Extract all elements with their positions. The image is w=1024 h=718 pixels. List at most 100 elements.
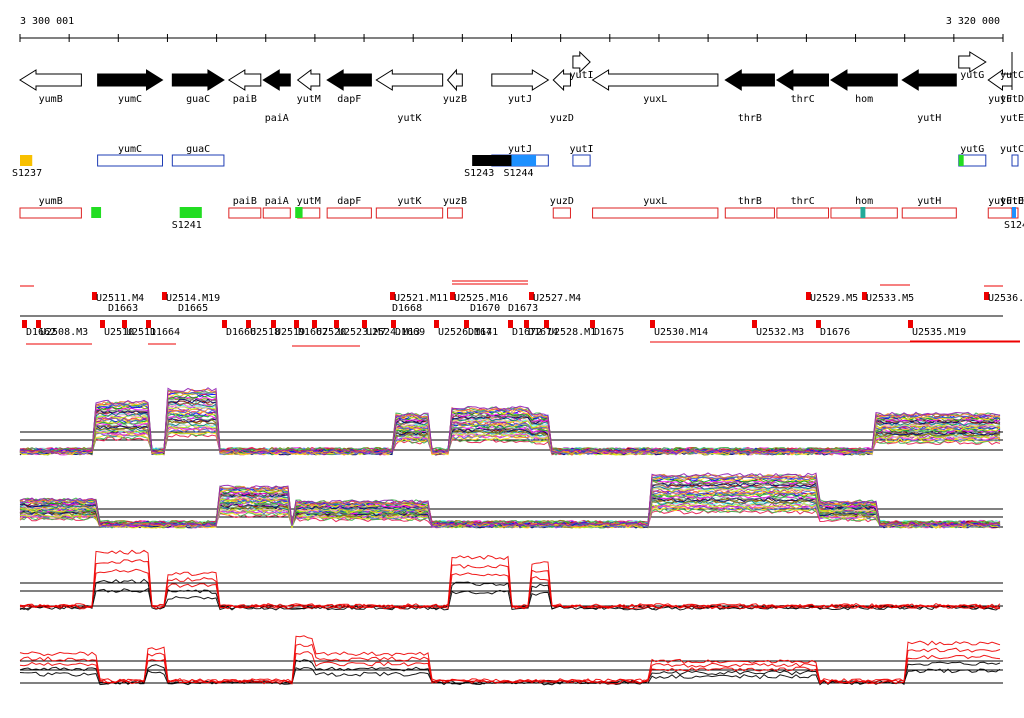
gene-label-yuxL: yuxL bbox=[643, 94, 667, 105]
unit-marker bbox=[862, 292, 867, 300]
gene-label-yutE: yutE bbox=[1000, 113, 1024, 124]
gene-arrow-yutI[interactable] bbox=[572, 50, 591, 74]
reverse-box-paiB[interactable] bbox=[228, 207, 262, 219]
reverse-box-yumB[interactable] bbox=[19, 207, 82, 219]
gene-arrow-yutG[interactable] bbox=[958, 51, 987, 73]
gene-arrow-yutK[interactable] bbox=[375, 69, 444, 91]
gene-arrow-yutJ[interactable] bbox=[491, 69, 550, 91]
reverse-box-label: yutH bbox=[917, 196, 941, 207]
gene-arrow-dapF[interactable] bbox=[326, 69, 372, 91]
unit-marker bbox=[434, 320, 439, 328]
reverse-box-dapF[interactable] bbox=[326, 207, 372, 219]
gene-arrow-yuxL[interactable] bbox=[591, 69, 719, 91]
unit-label: D1667 bbox=[298, 327, 328, 338]
reverse-box-yuzD[interactable] bbox=[552, 207, 571, 219]
reverse-box-thrC[interactable] bbox=[776, 207, 830, 219]
gene-arrow-thrC[interactable] bbox=[775, 69, 830, 91]
unit-marker bbox=[100, 320, 105, 328]
gene-arrow-thrB[interactable] bbox=[724, 69, 775, 91]
unit-marker bbox=[590, 320, 595, 328]
reverse-box-yutF[interactable] bbox=[987, 207, 1013, 219]
reverse-box-thrB[interactable] bbox=[724, 207, 775, 219]
unit-marker bbox=[464, 320, 469, 328]
segment-block[interactable] bbox=[20, 155, 33, 166]
segment-block[interactable] bbox=[958, 155, 964, 166]
segment-track: S1237 S1243 S1244 S1241 S1248 bbox=[12, 155, 1024, 231]
gene-arrow-paiA[interactable] bbox=[262, 69, 291, 91]
gene-label-hom: hom bbox=[855, 94, 873, 105]
forward-box-yumC[interactable] bbox=[97, 154, 163, 167]
gene-arrow-paiB[interactable] bbox=[227, 69, 262, 91]
gene-arrow-yutH[interactable] bbox=[901, 69, 957, 91]
profile-track-1 bbox=[19, 387, 1003, 456]
forward-box-yutI[interactable] bbox=[572, 154, 591, 167]
gene-label-thrC: thrC bbox=[791, 94, 815, 105]
forward-box-guaC[interactable] bbox=[171, 154, 225, 167]
coordinate-ruler: 3 300 001 3 320 000 bbox=[19, 16, 1004, 42]
unit-marker bbox=[294, 320, 299, 328]
unit-label: U2519 bbox=[275, 327, 305, 338]
unit-marker bbox=[162, 292, 167, 300]
unit-label: U2536. bbox=[988, 293, 1024, 304]
gene-label-yuzB: yuzB bbox=[443, 94, 467, 105]
unit-marker bbox=[544, 320, 549, 328]
reverse-box-label: hom bbox=[855, 196, 873, 207]
profile-trace bbox=[19, 643, 1001, 684]
gene-label-yutF: yutF bbox=[988, 94, 1012, 105]
profile-trace bbox=[19, 388, 1001, 455]
unit-label: U2532.M3 bbox=[756, 327, 804, 338]
reverse-box-label: yutM bbox=[297, 196, 321, 207]
forward-box-label: yutI bbox=[569, 144, 593, 155]
forward-box-label: yumC bbox=[118, 144, 142, 155]
unit-marker bbox=[362, 320, 367, 328]
gene-arrow-guaC[interactable] bbox=[171, 69, 225, 91]
segment-block[interactable] bbox=[472, 155, 512, 166]
segment-block[interactable] bbox=[1012, 207, 1016, 218]
gene-arrow-yutM[interactable] bbox=[296, 68, 321, 92]
unit-label: D1675 bbox=[594, 327, 624, 338]
gene-arrow-hom[interactable] bbox=[830, 69, 898, 91]
reverse-box-yuzB[interactable] bbox=[447, 207, 463, 219]
unit-label: U2508.M3 bbox=[40, 327, 88, 338]
unit-label: D1674 bbox=[528, 327, 558, 338]
gene-arrow-yuzD[interactable] bbox=[552, 68, 571, 92]
reverse-box-yutH[interactable] bbox=[901, 207, 957, 219]
unit-marker bbox=[312, 320, 317, 328]
unit-marker bbox=[92, 292, 97, 300]
unit-label: D1663 bbox=[108, 303, 138, 314]
forward-box-yutC[interactable] bbox=[1011, 154, 1019, 167]
gene-label-paiA: paiA bbox=[265, 113, 289, 124]
gene-arrow-yutF[interactable] bbox=[987, 69, 1013, 91]
forward-box-label: yutC bbox=[1000, 144, 1024, 155]
profile-track-2 bbox=[19, 472, 1003, 529]
gene-arrow-yumB[interactable] bbox=[19, 69, 82, 91]
reverse-box-yutK[interactable] bbox=[375, 207, 444, 219]
reverse-box-paiA[interactable] bbox=[262, 207, 291, 219]
segment-block[interactable] bbox=[295, 207, 303, 218]
segment-block[interactable] bbox=[91, 207, 102, 218]
gene-label-yutG: yutG bbox=[960, 70, 984, 81]
unit-marker bbox=[806, 292, 811, 300]
reverse-box-yuxL[interactable] bbox=[592, 207, 719, 219]
gene-arrow-yuzB[interactable] bbox=[446, 68, 463, 92]
unit-marker bbox=[650, 320, 655, 328]
segment-block[interactable] bbox=[860, 207, 866, 218]
gene-label-yumB: yumB bbox=[39, 94, 63, 105]
unit-label: D1670 bbox=[470, 303, 500, 314]
segment-label: S1243 bbox=[464, 168, 494, 179]
unit-label: D1669 bbox=[395, 327, 425, 338]
unit-marker bbox=[908, 320, 913, 328]
unit-marker bbox=[271, 320, 276, 328]
unit-label: U2523.M7 bbox=[338, 327, 386, 338]
segment-block[interactable] bbox=[179, 207, 202, 218]
profile-track-3 bbox=[19, 549, 1003, 611]
unit-marker bbox=[752, 320, 757, 328]
profile-trace bbox=[19, 587, 1001, 611]
unit-label: U2529.M5 bbox=[810, 293, 858, 304]
unit-marker bbox=[122, 320, 127, 328]
gene-arrow-yumC[interactable] bbox=[97, 69, 164, 91]
gene-arrow-track: yumB yumC guaC paiB paiA yutM dapF yutK yuzB yutJ… bbox=[19, 50, 1024, 124]
gene-label-yutD: yutD bbox=[1000, 94, 1024, 105]
segment-block[interactable] bbox=[511, 155, 537, 166]
unit-label: D1662 bbox=[26, 327, 56, 338]
